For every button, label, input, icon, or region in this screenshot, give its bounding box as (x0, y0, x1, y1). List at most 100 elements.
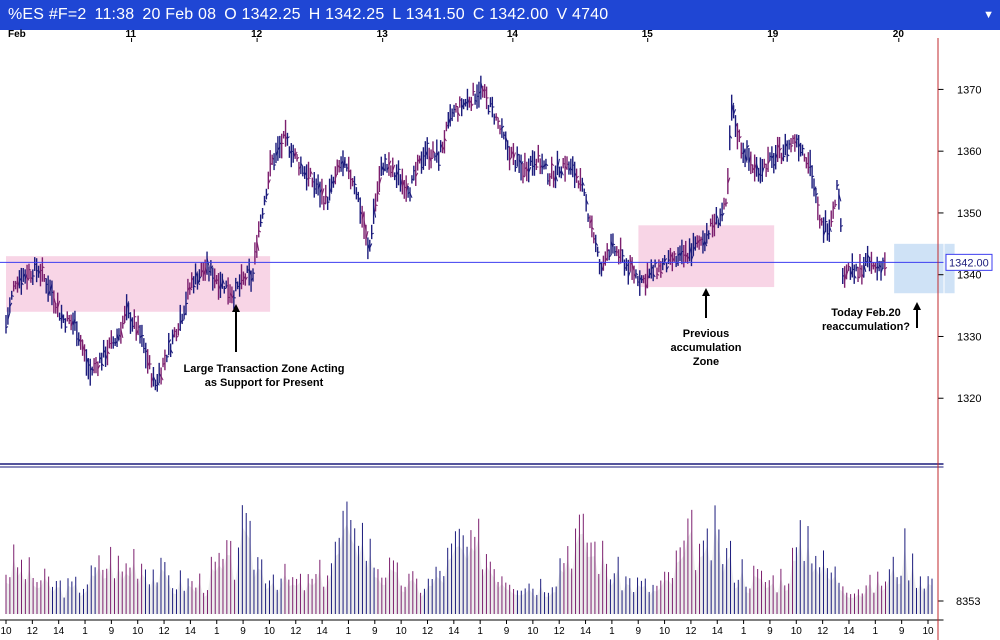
price-bar-tick (210, 265, 214, 270)
price-bar-tick (545, 163, 549, 167)
price-bar-tick (176, 335, 179, 338)
time-label-4: 9 (109, 626, 115, 637)
price-bar-tick (662, 262, 666, 266)
price-tick-label-5: 1370 (957, 84, 981, 96)
price-bar-tick (134, 315, 137, 318)
price-bar-tick (262, 212, 265, 215)
price-bar-tick (488, 110, 491, 113)
annotation-text-2-1: reaccumulation? (822, 321, 910, 333)
price-bar-tick (294, 151, 298, 156)
price-bar-tick (622, 254, 625, 257)
quote-close: C 1342.00 (472, 6, 549, 23)
panel-divider (0, 463, 944, 468)
time-label-29: 9 (767, 626, 773, 637)
price-bar-tick (813, 186, 817, 192)
time-label-6: 12 (158, 626, 170, 637)
price-bar-tick (120, 328, 124, 339)
price-bar-tick (635, 272, 639, 276)
time-label-20: 10 (527, 626, 539, 637)
time-label-17: 14 (448, 626, 460, 637)
price-bar-tick (786, 153, 790, 157)
triangle-down-icon[interactable]: ▼ (983, 9, 994, 21)
price-bar-tick (831, 220, 834, 223)
time-label-35: 10 (922, 626, 934, 637)
price-bar-tick (42, 266, 45, 269)
date-label-0: Feb (8, 29, 26, 40)
price-bar-tick (735, 122, 738, 128)
price-bar-tick (378, 177, 382, 185)
date-label-6: 19 (767, 29, 779, 40)
price-bar-tick (497, 120, 501, 123)
price-bars-layer (5, 75, 888, 392)
time-label-10: 10 (264, 626, 276, 637)
quote-volume: V 4740 (556, 6, 609, 23)
price-bar-tick (884, 266, 888, 270)
time-label-7: 14 (185, 626, 197, 637)
time-label-11: 12 (290, 626, 302, 637)
price-bar-tick (20, 281, 24, 286)
reference-line-layer: 1342.00 (0, 253, 993, 271)
date-label-2: 12 (251, 29, 263, 40)
price-bar-tick (196, 279, 200, 286)
price-bar-tick (375, 204, 378, 207)
price-bar-tick (708, 232, 711, 235)
time-label-31: 12 (817, 626, 829, 637)
price-bar-tick (691, 254, 694, 261)
price-bar-tick (384, 158, 388, 160)
price-bar-tick (160, 376, 164, 381)
price-bar-tick (7, 312, 11, 320)
annotation-text-1-1: accumulation (671, 342, 742, 354)
price-bar-tick (704, 240, 708, 247)
volume-tick-label-0: 8353 (956, 596, 980, 608)
price-bar-tick (457, 111, 461, 117)
price-bar-tick (5, 326, 9, 329)
price-bar-tick (727, 177, 731, 184)
time-label-12: 14 (317, 626, 329, 637)
price-bar-tick (57, 300, 61, 309)
price-bar-tick (371, 232, 374, 235)
volume-average-area (6, 524, 932, 614)
time-label-13: 1 (346, 626, 352, 637)
price-bar-tick (608, 254, 612, 258)
price-bar-tick (258, 229, 262, 233)
time-label-16: 12 (422, 626, 434, 637)
price-bar-tick (612, 243, 616, 246)
price-bar-tick (221, 278, 225, 285)
price-bar-tick (738, 136, 742, 139)
price-bar-tick (501, 125, 505, 129)
price-bar-tick (744, 154, 748, 163)
price-bar-tick (815, 193, 819, 196)
price-bar-tick (287, 136, 290, 139)
time-label-23: 1 (609, 626, 615, 637)
price-bar-tick (838, 193, 842, 202)
quote-high: H 1342.25 (308, 6, 385, 23)
price-bar-tick (470, 103, 474, 107)
price-bar-tick (585, 199, 589, 205)
time-label-15: 10 (396, 626, 408, 637)
time-label-14: 9 (372, 626, 378, 637)
price-bar-tick (560, 169, 564, 176)
price-bar-tick (156, 381, 160, 386)
volume-bars-layer (5, 501, 933, 614)
price-bar-tick (193, 285, 196, 288)
price-bar-tick (415, 172, 419, 178)
price-bar-tick (377, 191, 380, 195)
time-label-32: 14 (843, 626, 855, 637)
price-bar-tick (627, 271, 631, 278)
quote-low: L 1341.50 (392, 6, 465, 23)
price-bar-tick (853, 274, 857, 279)
time-label-21: 12 (554, 626, 566, 637)
price-bar-tick (783, 155, 786, 158)
price-bar-tick (555, 174, 558, 182)
price-bar-tick (660, 271, 664, 274)
time-axis: 10 12 14 1 9 10 12 14 1 9 10 12 14 1 9 10 12 14 1 9 10 12 14 1 9… (0, 619, 944, 637)
price-tick-label-0: 1320 (957, 393, 981, 405)
quote-title-bar: %ES #F=2 11:38 20 Feb 08 O 1342.25 H 134… (0, 0, 1000, 30)
price-bar-tick (308, 177, 311, 179)
time-label-27: 14 (712, 626, 724, 637)
price-bar-tick (166, 356, 169, 358)
price-bar-tick (122, 322, 125, 325)
price-bar-tick (652, 273, 656, 278)
price-bar-tick (116, 333, 120, 342)
